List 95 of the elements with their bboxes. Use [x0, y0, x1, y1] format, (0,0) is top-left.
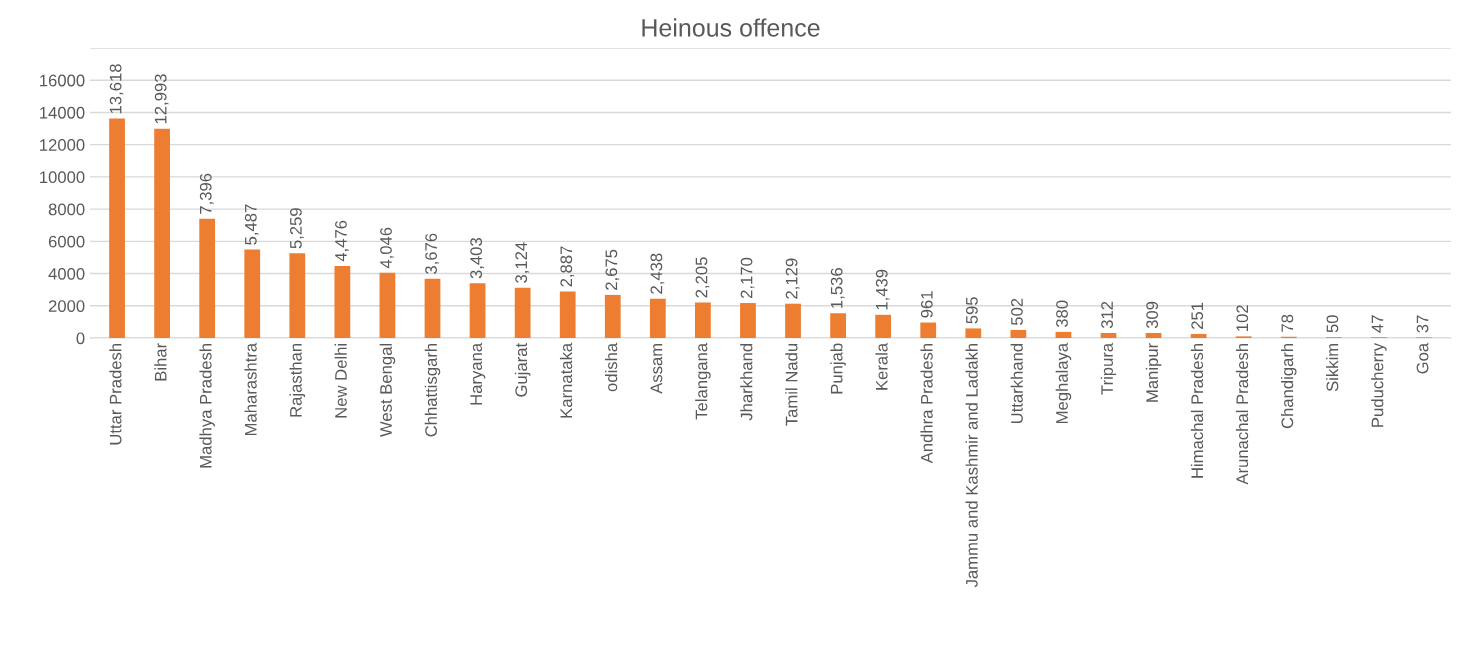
data-label: 3,403: [470, 238, 485, 279]
data-label: 502: [1011, 298, 1023, 326]
bar: [785, 303, 801, 338]
bar: [695, 302, 711, 338]
data-label: 37: [1416, 315, 1429, 333]
bar: [604, 294, 621, 338]
data-label: 50: [1326, 315, 1339, 333]
data-label: 251: [1191, 302, 1204, 329]
x-tick-label: Meghalaya: [1055, 342, 1072, 424]
bar: [334, 265, 351, 338]
bar: [469, 283, 486, 338]
data-label: 78: [1281, 314, 1294, 332]
bar: [875, 314, 892, 338]
x-tick-label: Maharashtra: [244, 342, 257, 436]
y-tick-label: 2000: [48, 300, 85, 312]
x-tick-label: Puducherry: [1371, 342, 1387, 427]
y-tick-label: 14000: [40, 106, 85, 119]
data-label: 4,476: [335, 220, 349, 262]
x-tick-label: New Delhi: [334, 343, 347, 418]
bar: [920, 322, 937, 338]
chart-title: Heinous offence: [642, 18, 820, 37]
y-tick-label: 0: [76, 332, 85, 345]
x-tick-label: Manipur: [1145, 343, 1162, 402]
data-label: 47: [1371, 315, 1384, 333]
data-label: 5,487: [244, 204, 259, 245]
data-label: 5,259: [289, 208, 304, 249]
x-tick-label: Jammu and Kashmir and Ladakh: [965, 343, 978, 588]
data-label: 2,438: [650, 253, 665, 294]
bar: [109, 118, 125, 338]
x-tick-label: Chandigarh: [1280, 343, 1297, 429]
data-label: 2,129: [785, 258, 800, 299]
data-label: 1,439: [875, 269, 890, 310]
data-label: 13,618: [109, 64, 124, 114]
bar: [289, 253, 306, 338]
x-tick-label: Gujarat: [514, 342, 531, 397]
bar: [424, 278, 441, 338]
data-label: 102: [1236, 305, 1249, 331]
x-tick-label: Chhattisgarh: [424, 343, 441, 437]
data-label: 12,993: [154, 74, 169, 124]
x-tick-label: Haryana: [470, 342, 486, 405]
data-label: 2,887: [560, 246, 575, 287]
x-tick-label: Bihar: [154, 343, 167, 381]
bar: [514, 287, 531, 338]
bar: [1055, 331, 1072, 338]
data-label: 2,170: [740, 257, 755, 299]
x-tick-label: Madhya Pradesh: [199, 343, 215, 468]
y-tick-label: 6000: [48, 235, 85, 248]
y-tick-label: 10000: [40, 171, 85, 184]
x-tick-label: Uttarkhand: [1010, 343, 1023, 424]
bar: [154, 128, 170, 338]
x-tick-label: Jharkhand: [740, 343, 753, 421]
data-label: 4,046: [380, 227, 394, 269]
data-label: 3,676: [425, 233, 439, 274]
data-label: 2,675: [605, 249, 620, 290]
bar: [379, 272, 396, 338]
data-label: 2,205: [695, 257, 710, 298]
x-tick-label: West Bengal: [379, 343, 396, 437]
y-tick-label: 8000: [48, 203, 85, 216]
bar: [1145, 333, 1162, 338]
bar: [199, 218, 216, 338]
y-tick-label: 16000: [40, 74, 85, 87]
x-tick-label: Kerala: [875, 342, 888, 390]
bar: [1010, 329, 1027, 338]
x-tick-label: Arunachal Pradesh: [1235, 343, 1249, 485]
x-tick-label: odisha: [605, 342, 618, 392]
bar: [1100, 332, 1117, 338]
y-tick-label: 4000: [48, 267, 85, 280]
data-label: 312: [1101, 301, 1113, 329]
x-tick-label: Andhra Pradesh: [920, 343, 933, 464]
y-tick-label: 12000: [40, 139, 85, 151]
x-tick-label: Karnataka: [559, 342, 573, 418]
data-label: 7,396: [199, 173, 214, 214]
x-tick-label: Assam: [650, 343, 663, 394]
data-label: 1,536: [830, 268, 845, 308]
x-tick-label: Goa: [1416, 342, 1429, 374]
bar: [244, 249, 261, 338]
x-tick-label: Rajasthan: [289, 343, 306, 417]
data-label: 3,124: [515, 242, 530, 283]
x-tick-label: Sikkim: [1326, 343, 1339, 392]
x-tick-label: Uttar Pradesh: [109, 343, 122, 445]
x-tick-label: Himachal Pradesh: [1190, 343, 1204, 478]
x-tick-label: Tamil Nadu: [785, 343, 798, 426]
bar: [1190, 333, 1207, 338]
x-tick-label: Telangana: [695, 342, 711, 420]
data-label: 380: [1056, 300, 1068, 328]
bar: [649, 298, 666, 338]
x-tick-label: Tripura: [1100, 342, 1117, 395]
bar: [559, 291, 576, 338]
bar: [830, 313, 846, 338]
data-label: 309: [1146, 301, 1159, 329]
bar: [740, 303, 756, 338]
data-label: 595: [965, 297, 978, 324]
bar: [965, 328, 982, 338]
x-tick-label: Punjab: [830, 343, 846, 394]
data-label: 961: [920, 291, 933, 318]
